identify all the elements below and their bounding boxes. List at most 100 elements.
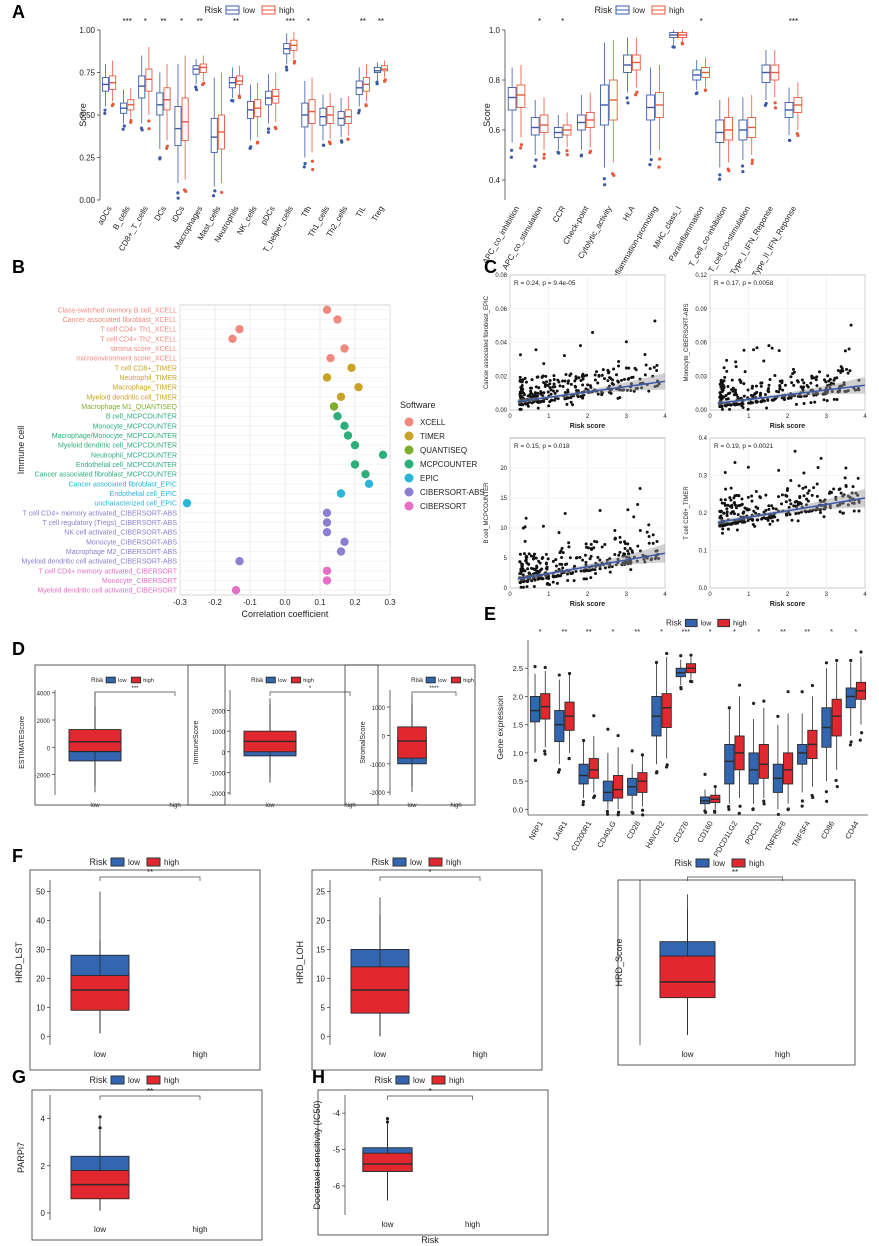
outlier-point bbox=[680, 41, 684, 45]
scatter-point bbox=[800, 385, 804, 389]
scatter-point bbox=[654, 549, 658, 553]
x-tick-label: 3 bbox=[625, 414, 629, 420]
scatter-point bbox=[742, 510, 746, 514]
scatter-point bbox=[561, 551, 565, 555]
dot-point bbox=[228, 334, 237, 344]
x-axis-label: Risk score bbox=[570, 423, 606, 430]
correlation-annotation: R = 0.17, p = 0.0058 bbox=[714, 280, 774, 287]
scatter-point bbox=[521, 526, 525, 530]
outlier-point bbox=[703, 88, 708, 92]
scatter-point bbox=[754, 490, 758, 494]
scatter-point bbox=[770, 346, 774, 350]
scatter-point bbox=[647, 535, 651, 539]
scatter-point bbox=[569, 400, 573, 404]
legend-swatch-high bbox=[717, 618, 730, 628]
dot-point bbox=[336, 489, 346, 498]
scatter-point bbox=[589, 576, 593, 580]
scatter-point bbox=[618, 535, 622, 539]
scatter-point bbox=[777, 390, 781, 394]
x-tick-label: 4 bbox=[863, 592, 867, 598]
scatter-point bbox=[622, 377, 626, 381]
y-axis-label: Monocyte_CIBERSORT-ABS bbox=[684, 304, 690, 382]
y-tick-label: 0.06 bbox=[695, 341, 707, 347]
outlier-point bbox=[176, 196, 180, 200]
legend-title: Risk bbox=[675, 858, 693, 868]
scatter-point bbox=[626, 549, 630, 553]
legend-label-low: low bbox=[128, 858, 140, 867]
box-high bbox=[397, 726, 427, 759]
scatter-point bbox=[818, 387, 822, 391]
scatter-point bbox=[768, 522, 772, 526]
y-tick-label: Monocyte_CIBERSORT bbox=[102, 578, 178, 585]
box-high bbox=[181, 97, 189, 141]
outlier-point bbox=[237, 94, 241, 98]
y-tick-label: 0.12 bbox=[695, 273, 707, 279]
legend-label: XCELL bbox=[420, 418, 446, 427]
scatter-point bbox=[720, 531, 724, 535]
scatter-point bbox=[617, 364, 621, 368]
legend-swatch-high bbox=[450, 676, 461, 684]
outlier-point bbox=[110, 103, 114, 108]
scatter-point bbox=[805, 497, 809, 501]
scatter-point bbox=[539, 400, 543, 404]
y-tick-label: 4000 bbox=[37, 692, 51, 698]
scatter-point bbox=[822, 499, 826, 503]
scatter-point bbox=[524, 401, 528, 405]
x-tick-label: 3 bbox=[825, 592, 829, 598]
outlier-point bbox=[626, 101, 630, 105]
scatter-point bbox=[804, 509, 808, 513]
scatter-point bbox=[723, 502, 727, 506]
scatter-point bbox=[530, 579, 534, 583]
outlier-point bbox=[694, 91, 698, 96]
outlier-point bbox=[147, 119, 151, 123]
scatter-point bbox=[546, 390, 550, 394]
y-tick-label: 10 bbox=[316, 974, 325, 983]
scatter-point bbox=[737, 494, 741, 498]
y-tick-label: 20 bbox=[36, 974, 45, 983]
y-axis-label: Score bbox=[78, 103, 88, 127]
scatter-point bbox=[828, 506, 832, 510]
y-tick-label: 2 bbox=[41, 1162, 46, 1171]
scatter-point bbox=[586, 388, 590, 392]
scatter-point bbox=[557, 531, 561, 535]
scatter-point bbox=[833, 376, 837, 380]
y-tick-label: T cell regulatory (Tregs)_CIBERSORT-ABS bbox=[43, 520, 178, 527]
scatter-point bbox=[643, 373, 647, 377]
x-tick-label: 0 bbox=[508, 592, 512, 598]
dot-point bbox=[361, 469, 370, 479]
legend-label-high: high bbox=[669, 6, 684, 15]
scatter-point bbox=[540, 567, 544, 571]
scatter-point bbox=[846, 494, 850, 498]
outlier-point bbox=[533, 164, 537, 168]
y-tick-label: -1000 bbox=[370, 763, 386, 769]
scatter-point bbox=[785, 494, 789, 498]
scatter-point bbox=[759, 391, 763, 395]
scatter-point bbox=[801, 486, 805, 490]
legend-label-low: low bbox=[438, 678, 447, 684]
scatter-point bbox=[738, 519, 742, 523]
scatter-point bbox=[843, 349, 847, 353]
x-tick-label: 2 bbox=[786, 592, 790, 598]
x-tick-label: TNFRSF8 bbox=[763, 820, 788, 854]
y-tick-label: 0.3 bbox=[699, 474, 708, 480]
outlier-point bbox=[543, 752, 547, 756]
x-tick-label: CD160 bbox=[695, 820, 714, 845]
scatter-point bbox=[643, 560, 647, 564]
scatter-point bbox=[527, 552, 531, 556]
scatter-point bbox=[581, 383, 585, 387]
scatter-point bbox=[809, 401, 813, 405]
legend-label-low: low bbox=[701, 619, 713, 628]
scatter-point bbox=[536, 406, 540, 410]
scatter-point bbox=[632, 515, 636, 519]
legend-dot-quantiseq bbox=[404, 445, 414, 455]
scatter-point bbox=[800, 510, 804, 514]
legend-title: Risk bbox=[666, 619, 683, 628]
box-low bbox=[724, 743, 735, 785]
scatter-point bbox=[522, 579, 526, 583]
scatter-point bbox=[525, 585, 529, 589]
scatter-point bbox=[647, 541, 651, 545]
scatter-point bbox=[614, 373, 618, 377]
box-low bbox=[138, 75, 146, 99]
scatter-point bbox=[854, 491, 858, 495]
